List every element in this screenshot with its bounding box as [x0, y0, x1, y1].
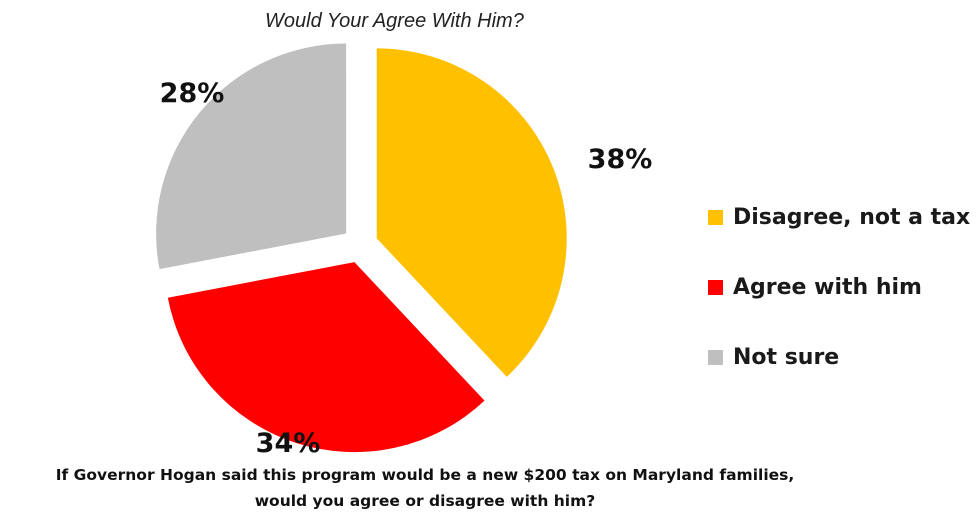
survey-question-line-1: If Governor Hogan said this program woul…: [55, 466, 795, 484]
chart-subtitle: Would Your Agree With Him?: [265, 10, 524, 32]
legend-swatch-agree: [708, 279, 723, 295]
data-label-not-sure: 28%: [160, 78, 225, 109]
legend-item-agree: Agree with him: [708, 252, 970, 322]
survey-question: If Governor Hogan said this program woul…: [0, 462, 850, 514]
legend-swatch-disagree: [708, 209, 723, 225]
legend-swatch-not-sure: [708, 349, 723, 365]
pie-slice-agree: [167, 262, 485, 453]
survey-question-line-2: would you agree or disagree with him?: [254, 492, 596, 510]
legend-label-agree: Agree with him: [733, 274, 922, 300]
legend-item-not-sure: Not sure: [708, 322, 970, 392]
pie-slice-not-sure: [156, 43, 347, 270]
legend-label-not-sure: Not sure: [733, 344, 840, 370]
pie-slice-disagree: [376, 48, 567, 377]
legend-item-disagree: Disagree, not a tax: [708, 182, 970, 252]
chart-legend: Disagree, not a tax Agree with him Not s…: [708, 182, 970, 392]
data-label-disagree: 38%: [588, 144, 653, 175]
legend-label-disagree: Disagree, not a tax: [733, 204, 971, 230]
data-label-agree: 34%: [256, 428, 321, 459]
